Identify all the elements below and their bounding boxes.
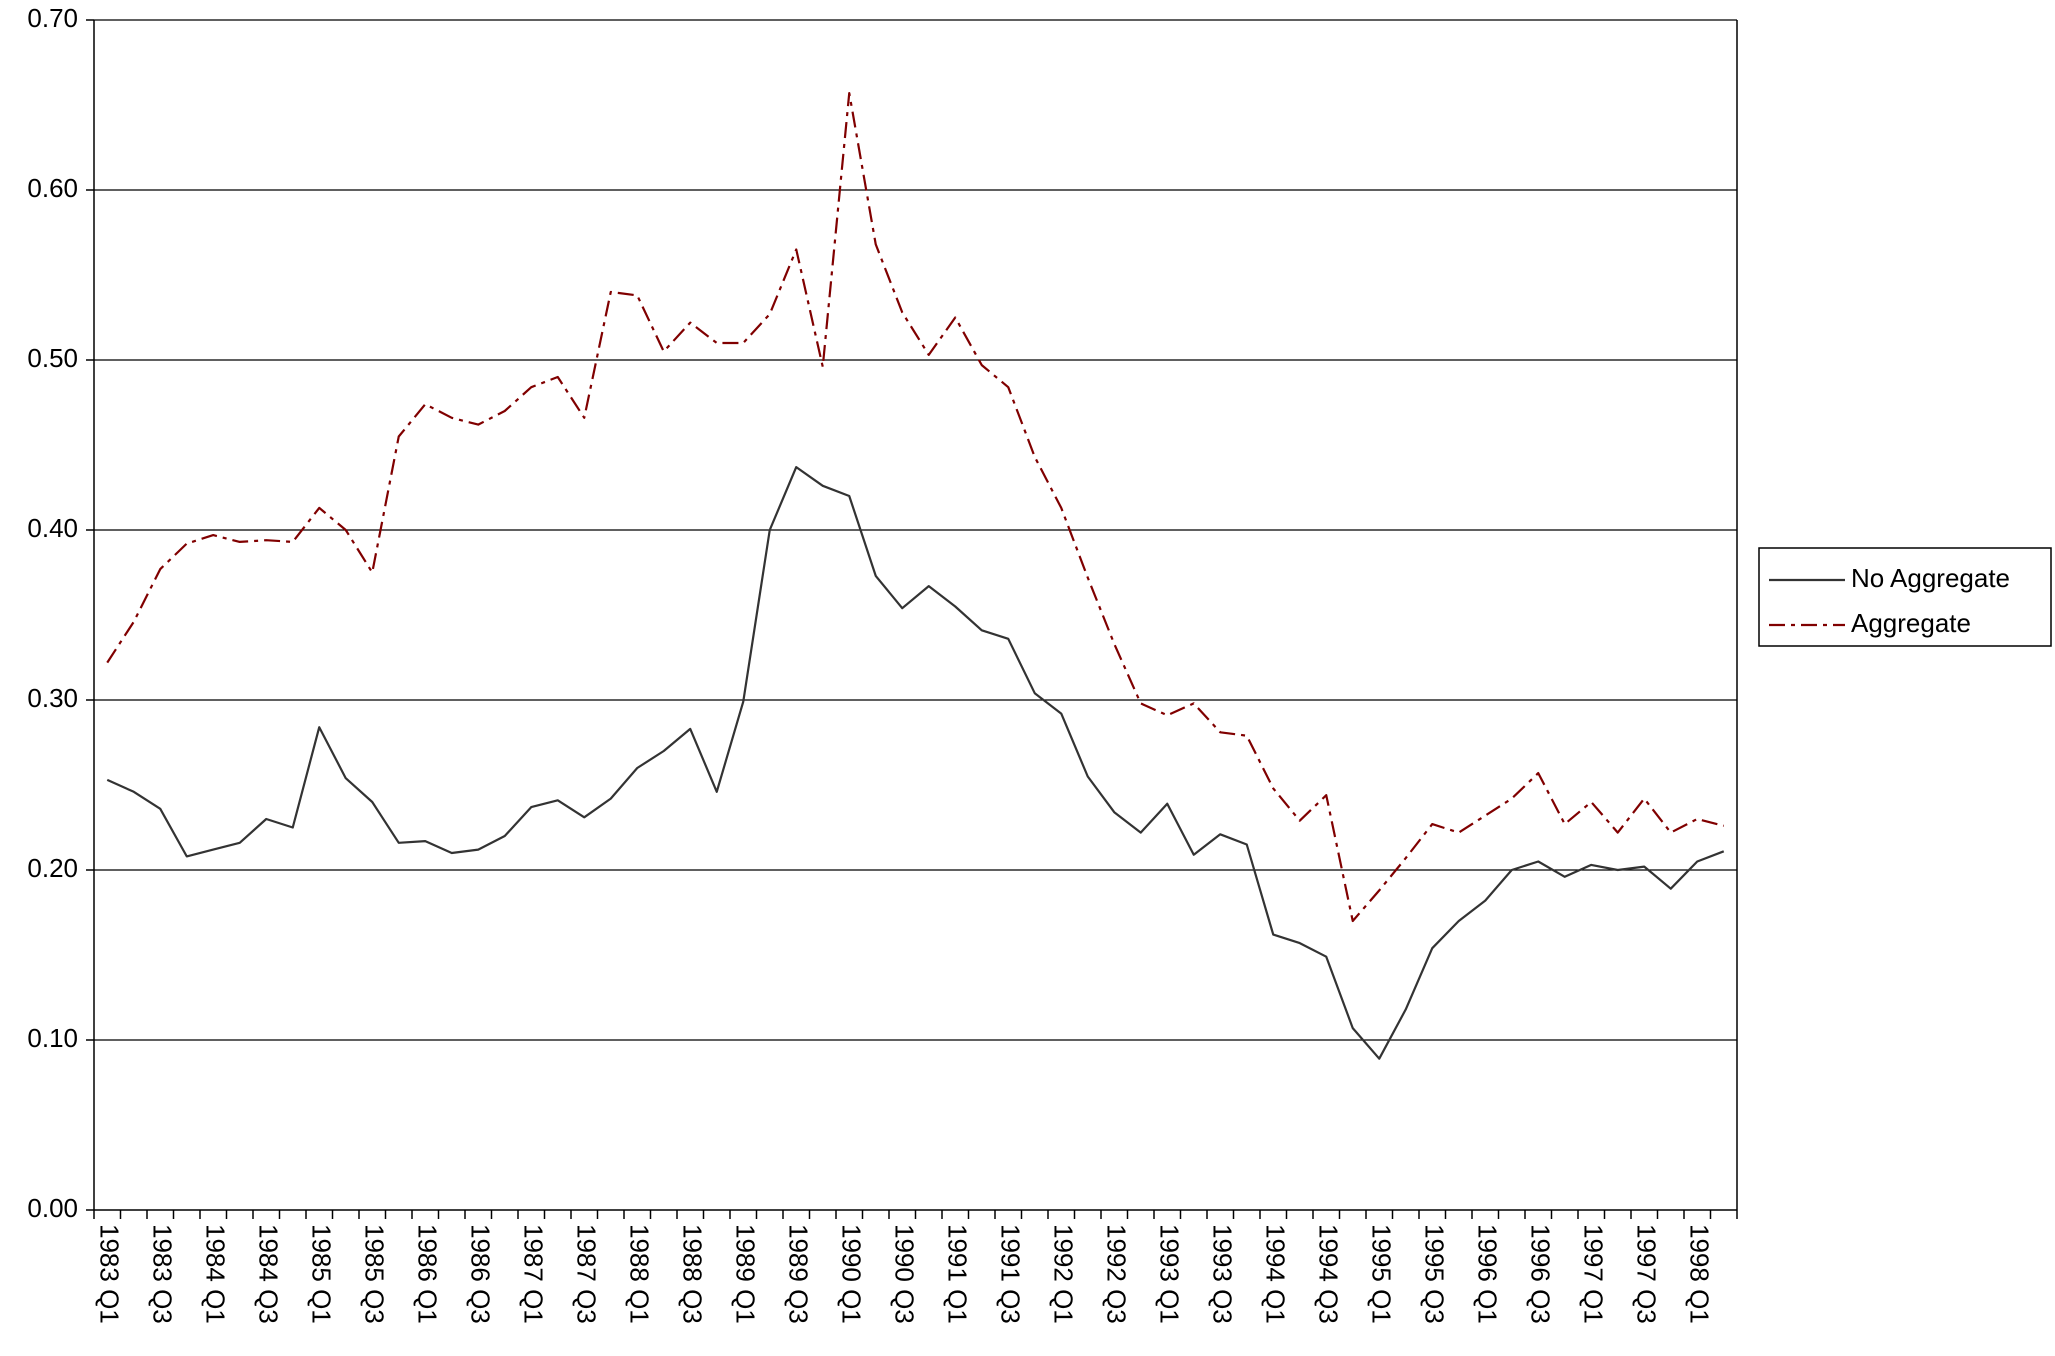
x-tick-label: 1994 Q3: [1313, 1224, 1343, 1324]
x-tick-label: 1996 Q1: [1472, 1224, 1502, 1324]
x-tick-label: 1997 Q1: [1578, 1224, 1608, 1324]
x-tick-label: 1983 Q1: [94, 1224, 124, 1324]
x-tick-label: 1995 Q1: [1366, 1224, 1396, 1324]
x-tick-label: 1996 Q3: [1525, 1224, 1555, 1324]
y-tick-label: 0.00: [27, 1193, 78, 1223]
x-tick-label: 1998 Q1: [1684, 1224, 1714, 1324]
x-tick-label: 1988 Q3: [677, 1224, 707, 1324]
x-tick-label: 1986 Q1: [412, 1224, 442, 1324]
y-tick-label: 0.10: [27, 1023, 78, 1053]
x-tick-label: 1987 Q1: [518, 1224, 548, 1324]
x-tick-label: 1995 Q3: [1419, 1224, 1449, 1324]
x-tick-label: 1987 Q3: [571, 1224, 601, 1324]
x-tick-label: 1990 Q3: [889, 1224, 919, 1324]
y-tick-label: 0.40: [27, 513, 78, 543]
x-tick-label: 1989 Q1: [730, 1224, 760, 1324]
x-tick-label: 1990 Q1: [836, 1224, 866, 1324]
x-tick-label: 1984 Q1: [200, 1224, 230, 1324]
x-tick-label: 1989 Q3: [783, 1224, 813, 1324]
x-tick-label: 1992 Q1: [1048, 1224, 1078, 1324]
series-line: [106, 466, 1725, 1060]
x-tick-label: 1991 Q3: [995, 1224, 1025, 1324]
x-tick-label: 1994 Q1: [1260, 1224, 1290, 1324]
legend-label: Aggregate: [1851, 608, 1971, 638]
x-tick-label: 1991 Q1: [942, 1224, 972, 1324]
x-tick-label: 1985 Q1: [306, 1224, 336, 1324]
y-tick-label: 0.60: [27, 173, 78, 203]
series-line: [106, 92, 1725, 923]
legend-label: No Aggregate: [1851, 563, 2010, 593]
y-tick-label: 0.50: [27, 343, 78, 373]
y-tick-label: 0.30: [27, 683, 78, 713]
y-tick-label: 0.70: [27, 3, 78, 33]
y-tick-label: 0.20: [27, 853, 78, 883]
legend-box: [1758, 547, 2052, 647]
x-tick-label: 1993 Q1: [1154, 1224, 1184, 1324]
x-tick-label: 1997 Q3: [1631, 1224, 1661, 1324]
x-tick-label: 1985 Q3: [359, 1224, 389, 1324]
x-tick-label: 1986 Q3: [465, 1224, 495, 1324]
x-tick-label: 1984 Q3: [253, 1224, 283, 1324]
x-tick-label: 1988 Q1: [624, 1224, 654, 1324]
x-tick-label: 1983 Q3: [147, 1224, 177, 1324]
x-tick-label: 1992 Q3: [1101, 1224, 1131, 1324]
x-tick-label: 1993 Q3: [1207, 1224, 1237, 1324]
